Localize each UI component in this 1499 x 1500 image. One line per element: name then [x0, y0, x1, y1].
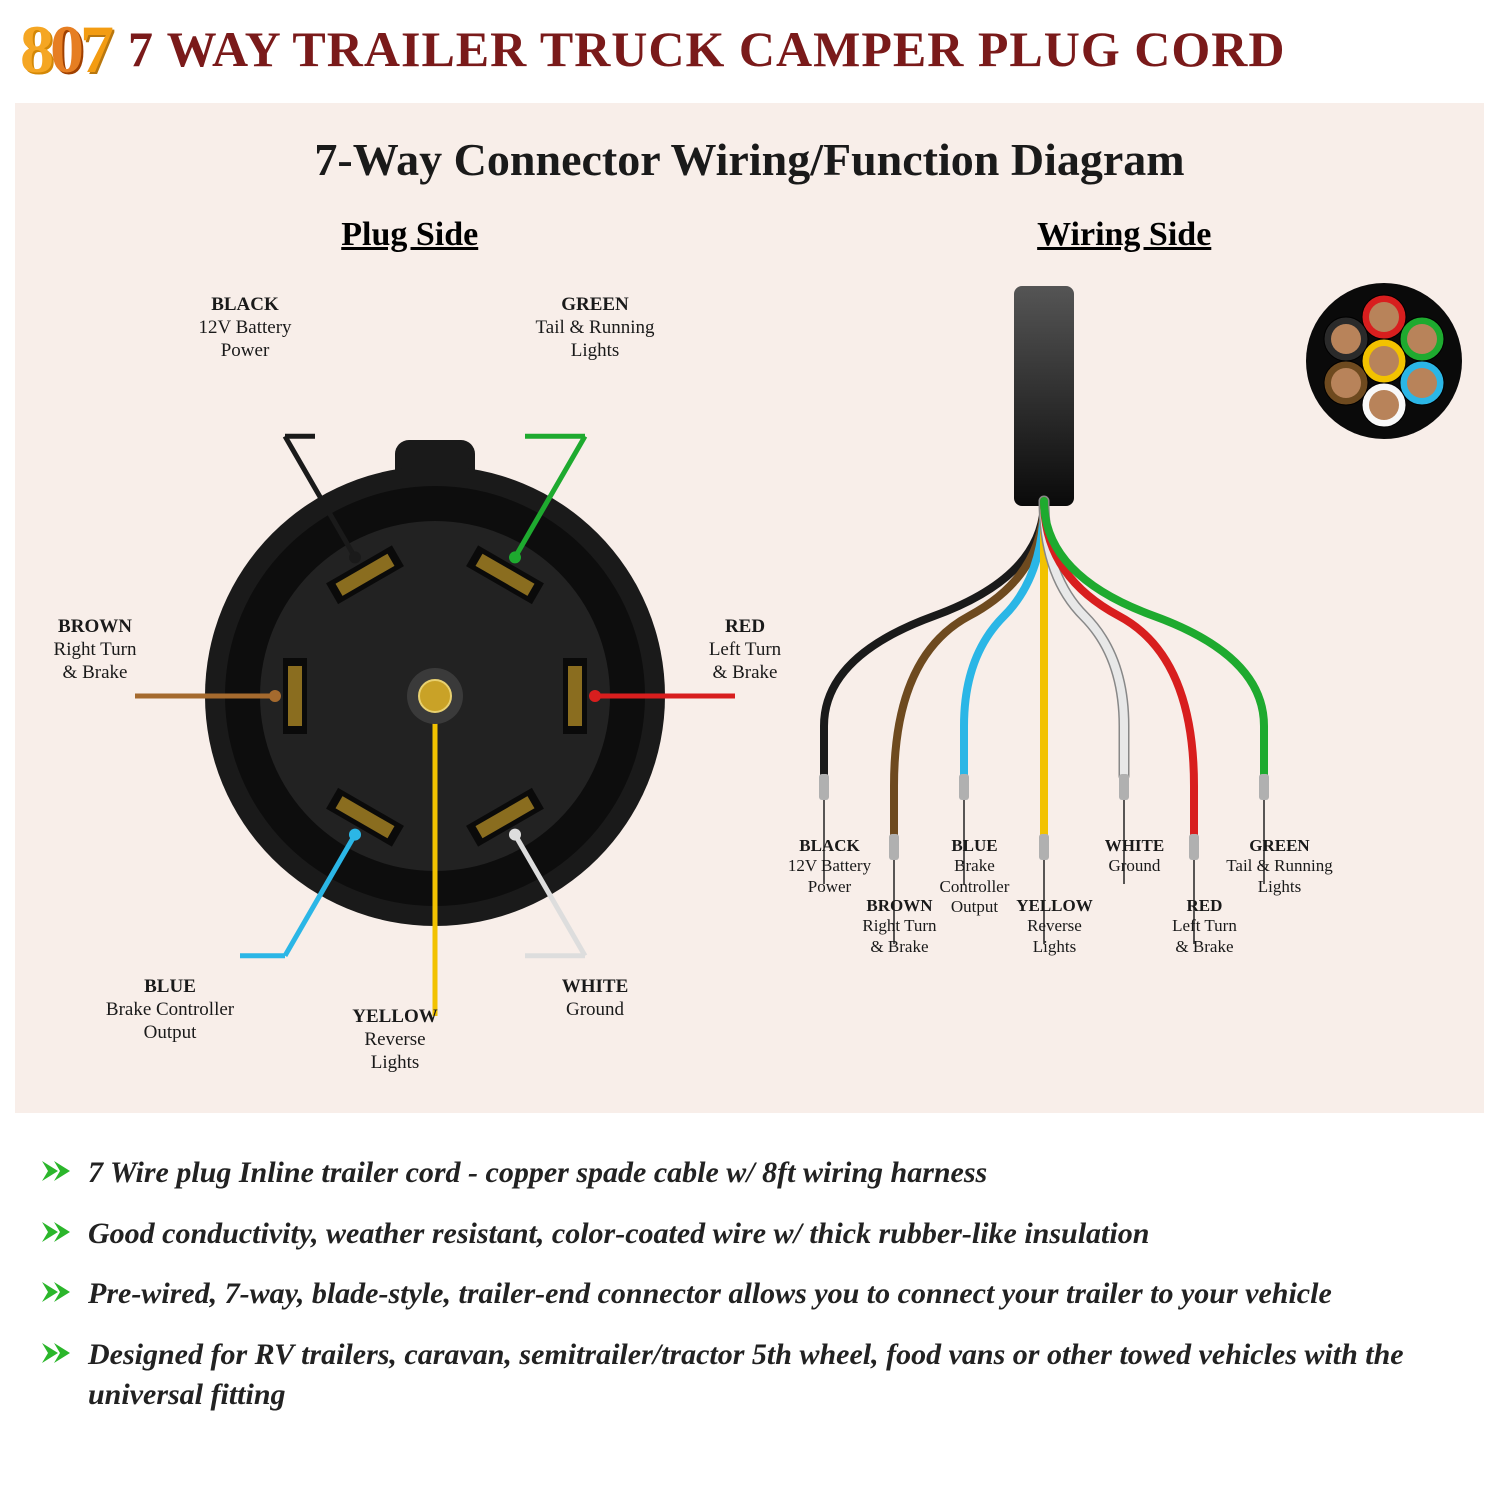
bullet-text: Good conductivity, weather resistant, co…	[88, 1214, 1149, 1255]
wire-label: WHITEGround	[1079, 836, 1189, 877]
brand-logo: 807	[20, 15, 110, 83]
feature-bullets: 7 Wire plug Inline trailer cord - copper…	[0, 1113, 1499, 1416]
bullet-item: Designed for RV trailers, caravan, semit…	[40, 1335, 1459, 1416]
arrow-icon	[40, 1278, 74, 1306]
bullet-text: Designed for RV trailers, caravan, semit…	[88, 1335, 1459, 1416]
page-title: 7 WAY TRAILER TRUCK CAMPER PLUG CORD	[128, 20, 1285, 78]
plug-pin-label: YELLOWReverseLights	[315, 1006, 475, 1074]
plug-pin-label: BROWNRight Turn& Brake	[15, 616, 175, 684]
arrow-icon	[40, 1157, 74, 1185]
wire-label: BLACK12V BatteryPower	[774, 836, 884, 897]
wire-label: YELLOWReverseLights	[999, 896, 1109, 957]
bullet-text: 7 Wire plug Inline trailer cord - copper…	[88, 1153, 987, 1194]
wiring-side: Wiring Side BLACK12V BatteryPowerBROWNRi…	[784, 216, 1464, 1086]
plug-pin-label: BLACK12V BatteryPower	[165, 294, 325, 362]
arrow-icon	[40, 1339, 74, 1367]
plug-side-title: Plug Side	[35, 216, 784, 254]
plug-side: Plug Side BLACK12V BatteryPower GREENTail…	[35, 216, 784, 1086]
bullet-item: Good conductivity, weather resistant, co…	[40, 1214, 1459, 1255]
plug-pin-label: BLUEBrake ControllerOutput	[90, 976, 250, 1044]
bullet-item: 7 Wire plug Inline trailer cord - copper…	[40, 1153, 1459, 1194]
diagram-panel: 7-Way Connector Wiring/Function Diagram …	[15, 103, 1484, 1113]
arrow-icon	[40, 1218, 74, 1246]
wire-label: REDLeft Turn& Brake	[1149, 896, 1259, 957]
wiring-side-title: Wiring Side	[784, 216, 1464, 254]
plug-pin-label: WHITEGround	[515, 976, 675, 1022]
header: 807 7 WAY TRAILER TRUCK CAMPER PLUG CORD	[0, 0, 1499, 93]
bullet-text: Pre-wired, 7-way, blade-style, trailer-e…	[88, 1274, 1332, 1315]
cable-cross-section	[1304, 281, 1464, 441]
diagram-title: 7-Way Connector Wiring/Function Diagram	[35, 133, 1464, 186]
wire-label: GREENTail & RunningLights	[1224, 836, 1334, 897]
plug-pin-label: GREENTail & RunningLights	[515, 294, 675, 362]
bullet-item: Pre-wired, 7-way, blade-style, trailer-e…	[40, 1274, 1459, 1315]
